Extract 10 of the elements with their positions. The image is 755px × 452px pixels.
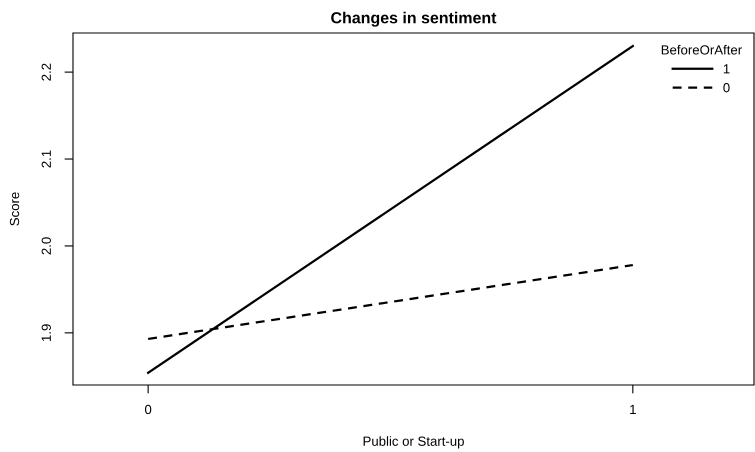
legend-title: BeforeOrAfter (662, 44, 742, 55)
y-tick-label: 2.1 (42, 150, 51, 168)
legend-label: 0 (723, 83, 730, 92)
y-tick-label: 2.0 (42, 237, 51, 254)
x-axis-title: Public or Start-up (364, 436, 464, 448)
chart-title: Changes in sentiment (331, 12, 496, 27)
y-tick-label: 2.2 (42, 64, 51, 81)
y-tick-label: 1.9 (42, 324, 51, 342)
y-axis-title: Score (10, 192, 20, 226)
legend-label: 1 (724, 64, 730, 74)
